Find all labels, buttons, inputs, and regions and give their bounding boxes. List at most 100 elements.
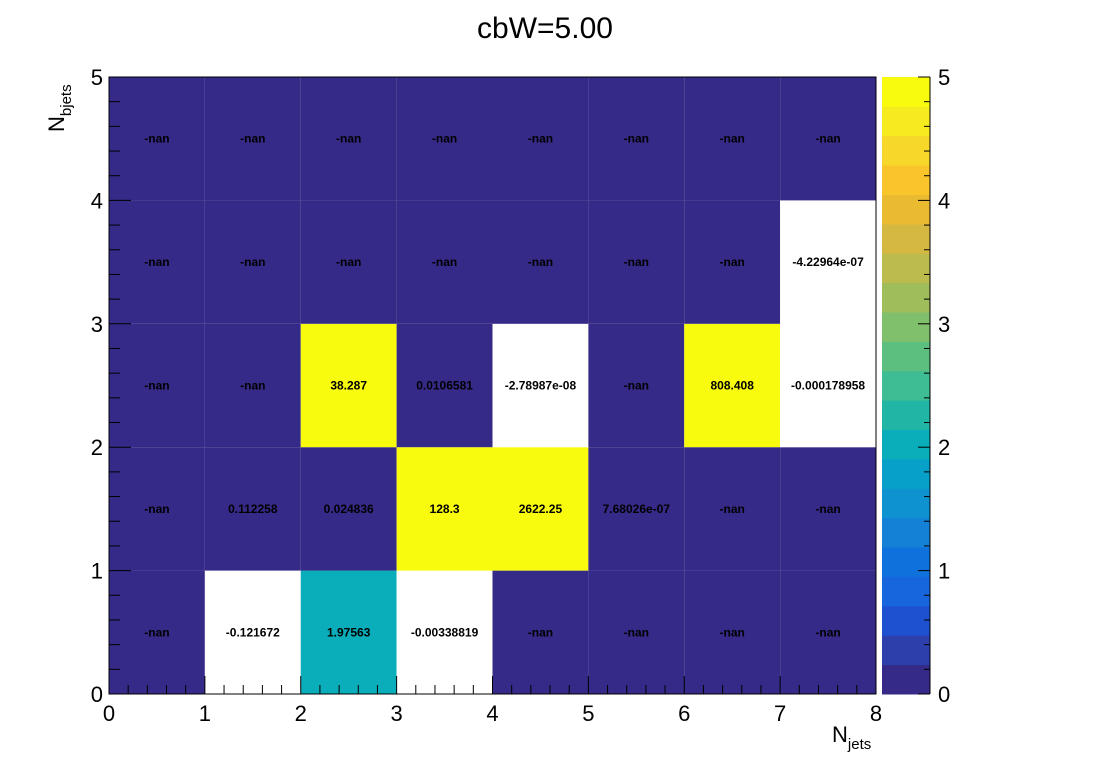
color-scale-tick-label: 0 — [938, 682, 950, 707]
heatmap-cell — [300, 447, 397, 571]
heatmap-cell — [684, 570, 781, 694]
cell-value-label: -0.00338819 — [411, 625, 479, 639]
y-tick-label: 1 — [91, 559, 103, 584]
cell-value-label: -nan — [720, 502, 745, 516]
heatmap-cell — [109, 200, 205, 324]
color-scale-step — [882, 194, 930, 225]
color-scale-step — [882, 458, 930, 489]
heatmap-cell — [300, 570, 397, 694]
x-tick-label: 7 — [774, 701, 786, 726]
y-tick-label: 4 — [91, 188, 103, 213]
x-tick-label: 4 — [486, 701, 498, 726]
cell-value-label: 0.112258 — [228, 502, 278, 516]
color-scale-tick-label: 2 — [938, 435, 950, 460]
color-scale-step — [882, 576, 930, 607]
cell-value-label: -nan — [144, 625, 169, 639]
x-axis-label-sub: jets — [847, 736, 871, 753]
cell-value-label: 808.408 — [710, 379, 754, 393]
cell-value-label: -nan — [624, 625, 649, 639]
heatmap-cells — [109, 77, 876, 694]
color-scale-step — [882, 341, 930, 372]
heatmap-cell — [204, 77, 301, 201]
color-scale-step — [882, 664, 930, 695]
heatmap-cell — [684, 323, 781, 448]
color-scale-step — [882, 282, 930, 313]
heatmap-cell — [109, 570, 205, 694]
color-scale-step — [882, 106, 930, 137]
heatmap-cell — [492, 77, 589, 201]
color-scale-tick-label: 4 — [938, 188, 950, 213]
cell-value-label: -4.22964e-07 — [792, 255, 864, 269]
heatmap-cell — [684, 447, 781, 571]
cell-value-label: -nan — [336, 255, 361, 269]
heatmap-cell — [780, 77, 876, 201]
heatmap-cell — [492, 447, 589, 571]
heatmap-cell — [396, 323, 493, 448]
cell-value-label: -nan — [432, 255, 457, 269]
x-tick-label: 2 — [295, 701, 307, 726]
color-scale-step — [882, 253, 930, 284]
x-tick-label: 8 — [870, 701, 882, 726]
y-axis: 0 1 2 3 4 5 — [91, 65, 131, 707]
y-tick-label: 5 — [91, 65, 103, 90]
heatmap-cell — [204, 323, 301, 448]
x-tick-label: 5 — [582, 701, 594, 726]
cell-value-label: -nan — [240, 132, 265, 146]
x-tick-label: 0 — [103, 701, 115, 726]
color-scale-step — [882, 605, 930, 636]
cell-value-label: -nan — [144, 379, 169, 393]
y-axis-label-sub: bjets — [58, 84, 75, 116]
cell-value-label: -nan — [720, 625, 745, 639]
cell-value-label: -nan — [528, 255, 553, 269]
heatmap-cell — [109, 447, 205, 571]
heatmap-cell — [780, 447, 876, 571]
color-scale-step — [882, 223, 930, 254]
cell-value-label: -nan — [336, 132, 361, 146]
heatmap-cell — [396, 447, 493, 571]
x-tick-label: 1 — [199, 701, 211, 726]
heatmap-cell — [588, 77, 685, 201]
color-scale-step — [882, 429, 930, 460]
cell-value-label: -nan — [815, 625, 840, 639]
color-scale-step — [882, 165, 930, 196]
y-tick-label: 3 — [91, 312, 103, 337]
x-axis-label: Njets — [832, 722, 871, 753]
cell-value-label: -2.78987e-08 — [505, 379, 577, 393]
cell-value-label: -0.000178958 — [791, 379, 865, 393]
heatmap-cell — [109, 77, 205, 201]
color-scale-step — [882, 400, 930, 431]
x-axis: 0 1 2 3 4 5 6 7 8 — [103, 676, 882, 726]
heatmap-cell — [300, 200, 397, 324]
color-scale-step — [882, 370, 930, 401]
y-tick-label: 0 — [91, 682, 103, 707]
heatmap-cell — [780, 200, 876, 324]
heatmap-cell — [588, 200, 685, 324]
cell-value-label: -nan — [144, 255, 169, 269]
heatmap-cell — [204, 200, 301, 324]
cell-value-label: -nan — [720, 255, 745, 269]
heatmap-cell — [588, 323, 685, 448]
y-axis-label-main: N — [44, 116, 69, 132]
color-scale-step — [882, 488, 930, 519]
cell-value-label: -nan — [240, 255, 265, 269]
color-scale-step — [882, 312, 930, 342]
heatmap-cell — [684, 77, 781, 201]
cell-value-label: -nan — [240, 379, 265, 393]
cell-value-label: -nan — [815, 502, 840, 516]
x-tick-label: 6 — [678, 701, 690, 726]
chart-title: cbW=5.00 — [477, 12, 613, 45]
heatmap-cell — [780, 570, 876, 694]
heatmap-cell — [204, 447, 301, 571]
color-scale-bar — [882, 77, 930, 695]
color-scale-step — [882, 135, 930, 166]
cell-value-label: 7.68026e-07 — [603, 502, 671, 516]
heatmap-cell — [396, 200, 493, 324]
color-scale-tick-label: 3 — [938, 312, 950, 337]
heatmap-cell — [780, 323, 876, 448]
heatmap-cell — [492, 200, 589, 324]
heatmap-cell — [588, 447, 685, 571]
cell-value-label: -nan — [144, 132, 169, 146]
color-scale-tick-label: 1 — [938, 559, 950, 584]
cell-value-label: -nan — [432, 132, 457, 146]
